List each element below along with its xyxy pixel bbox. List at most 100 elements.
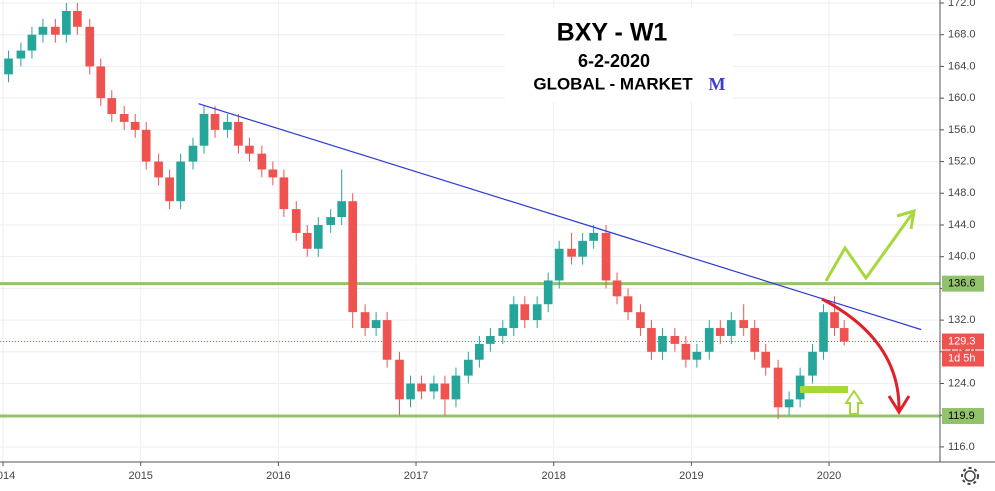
logo: M (709, 74, 726, 94)
candle-body (704, 328, 714, 352)
candle-body (520, 304, 530, 321)
candle-body (141, 129, 151, 162)
title-box (505, 8, 733, 102)
brand: GLOBAL - MARKET (533, 74, 693, 93)
candle-body (750, 328, 760, 352)
support-bar (800, 386, 848, 393)
bearish-arrow (821, 297, 911, 415)
candle-body (234, 121, 243, 146)
trendline (198, 103, 922, 331)
candle-body (784, 399, 794, 408)
y-tick-label: 124.0 (948, 377, 976, 389)
countdown-box (942, 350, 984, 367)
x-tick-label: 2014 (0, 470, 15, 482)
y-tick-label: 116.0 (948, 441, 975, 453)
candle-body (371, 320, 381, 329)
candle-body (567, 248, 576, 257)
candle-body (119, 113, 129, 122)
candle-body (279, 177, 289, 210)
candle-body (692, 351, 702, 360)
candle-body (130, 121, 140, 130)
arrow-head (887, 395, 911, 415)
candle-body (601, 232, 611, 281)
x-tick-label: 2020 (817, 470, 841, 482)
candle-body (107, 98, 117, 114)
candle-body (85, 26, 95, 67)
y-tick-label: 160.0 (948, 92, 976, 104)
candle-body (532, 304, 542, 321)
y-tick-label: 152.0 (948, 155, 976, 167)
candle-body (739, 320, 749, 329)
y-tick-label: 172.0 (948, 0, 976, 9)
countdown-label: 1d 5h (948, 352, 976, 364)
level-label: 136.6 (948, 278, 976, 290)
candle-body (268, 169, 278, 178)
chart-subtitle: 6-2-2020 (578, 51, 650, 71)
candle-body (726, 320, 736, 336)
y-tick-label: 168.0 (948, 29, 976, 41)
y-tick-label: 164.0 (948, 60, 976, 72)
candle-body (188, 145, 198, 162)
last-price-label: 129.3 (948, 335, 976, 347)
candle-body (291, 209, 301, 233)
arrow-curve (821, 297, 901, 411)
level-label: 119.9 (948, 410, 975, 422)
candle-body (360, 312, 370, 329)
y-tick-label: 140.0 (948, 251, 976, 263)
candle-body (830, 312, 839, 329)
candle-body (658, 335, 667, 352)
settings-icon[interactable] (961, 467, 979, 485)
candle-body (313, 224, 323, 249)
candle-body (62, 10, 71, 35)
candle-body (761, 351, 771, 368)
candle-body (27, 34, 37, 51)
y-tick-label: 156.0 (948, 124, 976, 136)
candle-body (670, 335, 680, 344)
candle-body (348, 201, 358, 313)
candle-body (337, 201, 347, 218)
candle-body (773, 367, 783, 408)
candle-body (154, 161, 163, 178)
candle-body (623, 296, 633, 313)
candle-body (486, 335, 495, 344)
candle-body (509, 304, 519, 329)
candle-body (257, 153, 267, 170)
last-price-box (942, 333, 984, 350)
gear-ring (964, 470, 976, 482)
candle-body (382, 320, 392, 360)
y-tick-label: 132.0 (948, 314, 976, 326)
arrow-head (896, 208, 916, 230)
candle-body (73, 10, 82, 27)
candle-body (395, 359, 404, 400)
x-tick-label: 2016 (266, 470, 290, 482)
candle-body (16, 50, 26, 59)
level-label-box (942, 275, 984, 292)
candle-body (498, 328, 508, 336)
candle-body (440, 383, 450, 400)
candle-body (406, 383, 415, 400)
candle-body (210, 113, 220, 130)
x-tick-label: 2015 (128, 470, 152, 482)
candle-body (96, 66, 106, 99)
candle-body (464, 359, 473, 376)
level-label-box (942, 408, 984, 425)
candle-body (681, 343, 691, 360)
y-tick-label: 148.0 (948, 187, 976, 199)
plot-area (0, 0, 940, 462)
axes: 116.0120.0124.0128.0132.0136.0140.0144.0… (0, 0, 984, 482)
candle-body (165, 177, 174, 202)
candle-body (819, 312, 828, 352)
candle-body (715, 328, 725, 336)
candle-body (176, 161, 185, 202)
gear-teeth (961, 467, 979, 485)
candle-body (429, 383, 439, 392)
candle-body (245, 145, 254, 154)
candle-body (636, 312, 645, 329)
candle-body (326, 217, 336, 225)
up-arrow (844, 389, 864, 415)
candle-body (302, 232, 312, 249)
y-tick-label: 144.0 (948, 219, 976, 231)
candle-body (4, 58, 13, 75)
